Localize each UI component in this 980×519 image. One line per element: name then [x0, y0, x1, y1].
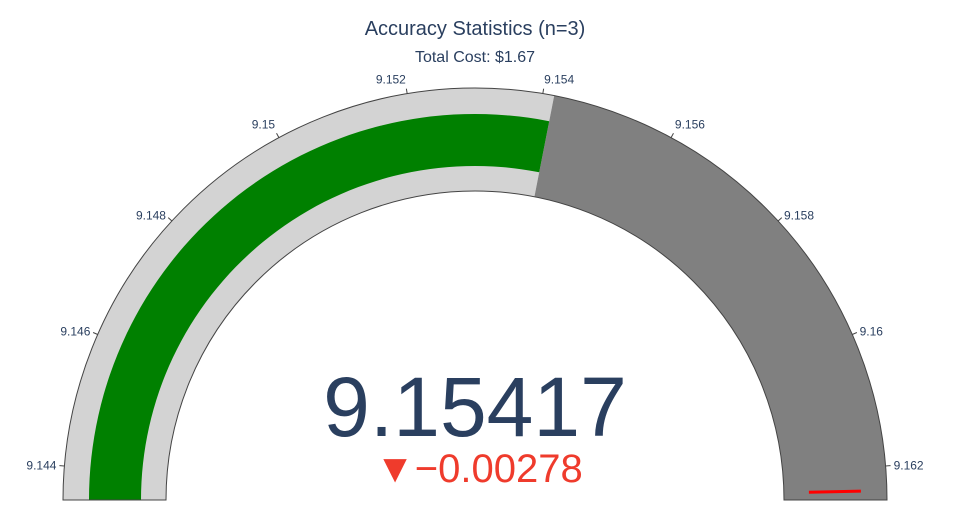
gauge-step-2	[534, 95, 887, 500]
gauge-tick	[167, 217, 173, 222]
gauge-tick-label: 9.158	[784, 209, 814, 223]
gauge-value-bar	[89, 113, 550, 500]
gauge-tick-label: 9.154	[544, 73, 574, 87]
gauge-tick-label: 9.15	[252, 118, 276, 132]
gauge-tick	[670, 133, 674, 138]
gauge-outline	[62, 87, 888, 501]
gauge-step-1	[63, 87, 555, 501]
gauge-tick-label: 9.146	[60, 324, 90, 338]
gauge-tick-label: 9.148	[136, 209, 166, 223]
gauge-tick	[405, 88, 408, 94]
gauge-tick	[276, 133, 280, 138]
gauge-tick	[92, 332, 98, 335]
gauge-bar	[89, 113, 550, 500]
gauge-ticks: 9.144 9.146 9.148 9.15 9.152 9.154 9.156 9.158 9…	[26, 73, 924, 473]
gauge-tick	[777, 217, 783, 222]
gauge-tick	[542, 88, 545, 94]
gauge-tick-label: 9.156	[675, 118, 705, 132]
gauge-tick-label: 9.162	[894, 458, 924, 472]
gauge-delta: ▼−0.00278	[375, 447, 583, 491]
gauge-tick-label: 9.144	[26, 458, 56, 472]
gauge-tick	[852, 332, 858, 335]
chart-subtitle: Total Cost: $1.67	[415, 49, 535, 66]
gauge-steps	[63, 87, 887, 501]
gauge-threshold-line	[808, 489, 861, 494]
gauge-tick-label: 9.16	[860, 324, 884, 338]
chart-title: Accuracy Statistics (n=3)	[365, 18, 586, 40]
gauge-value: 9.15417	[323, 360, 627, 454]
gauge-border	[62, 87, 888, 501]
gauge-tick-label: 9.152	[376, 73, 406, 87]
gauge-threshold	[808, 489, 861, 494]
